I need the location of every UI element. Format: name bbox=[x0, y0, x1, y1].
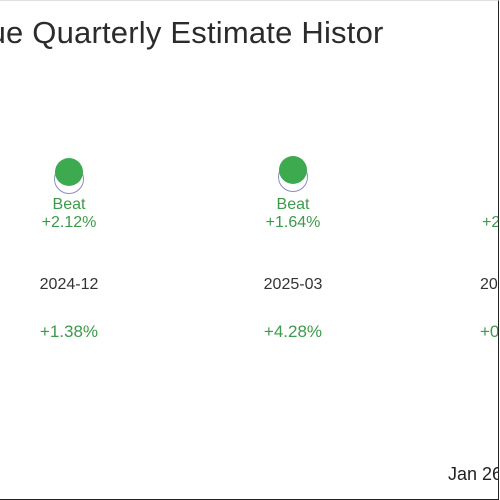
period-label: 2024-12 bbox=[39, 276, 99, 293]
revision-percent: +1.38% bbox=[39, 322, 99, 341]
surprise-percent: +1.64% bbox=[265, 214, 321, 231]
status-label: Beat bbox=[276, 196, 310, 213]
status-label bbox=[452, 196, 498, 214]
actual-dot bbox=[279, 156, 307, 184]
revision-percent: +0 bbox=[480, 322, 499, 341]
revision-percent: +4.28% bbox=[263, 322, 323, 341]
chart-title: venue Quarterly Estimate Histor bbox=[0, 15, 384, 50]
surprise-percent: +2 bbox=[482, 214, 499, 231]
actual-dot bbox=[55, 158, 83, 186]
quarter-column: Beat +1.64% 2025-03 +4.28% bbox=[233, 156, 353, 342]
status-label: Beat bbox=[52, 196, 86, 213]
period-label: 20 bbox=[480, 276, 498, 293]
footer-date: Jan 26 bbox=[447, 464, 499, 484]
beat-marker bbox=[278, 154, 308, 194]
period-label: 2025-03 bbox=[263, 276, 323, 293]
quarter-column: Beat +2.12% 2024-12 +1.38% bbox=[9, 156, 129, 342]
beat-marker bbox=[54, 156, 84, 196]
surprise-percent: +2.12% bbox=[41, 214, 97, 231]
quarter-column: +2 20 +0 bbox=[452, 156, 499, 342]
